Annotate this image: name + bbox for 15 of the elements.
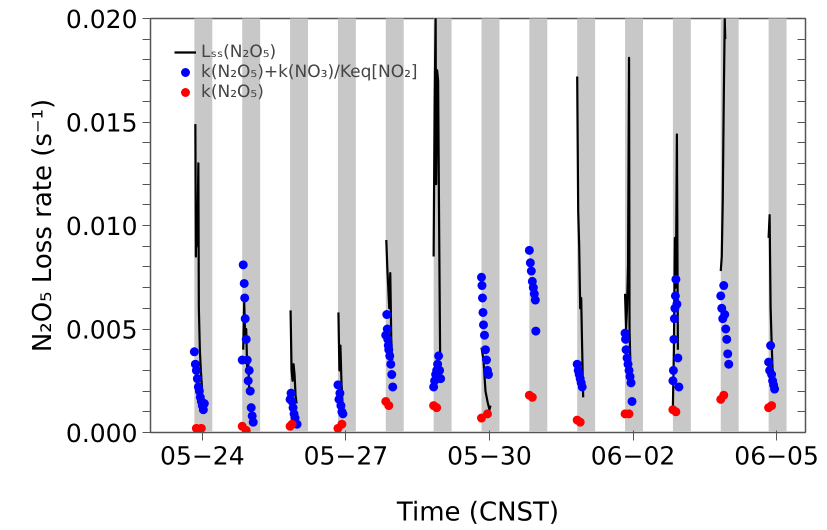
y-tick-label: 0.010 <box>66 212 138 241</box>
x-axis-title: Time (CNST) <box>396 498 560 528</box>
x-tick-label: 06−02 <box>590 442 676 470</box>
x-tick-label: 05−27 <box>304 442 388 470</box>
y-tick-label: 0.005 <box>66 316 138 344</box>
y-axis-title: N₂O₅ Loss rate (s⁻¹) <box>28 98 58 352</box>
y-tick-label: 0.020 <box>66 5 138 34</box>
x-tick-label: 05−24 <box>160 442 245 470</box>
legend-label: Lₛₛ(N₂O₅) <box>201 42 276 62</box>
y-tick-label: 0.000 <box>66 419 138 448</box>
y-tick-label: 0.015 <box>66 108 138 138</box>
x-tick-label: 05−30 <box>447 442 532 470</box>
x-tick-label: 06−05 <box>734 442 819 470</box>
legend-label: k(N₂O₅)+k(NO₃)/Keq[NO₂] <box>201 62 418 82</box>
legend-label: k(N₂O₅) <box>201 82 264 102</box>
